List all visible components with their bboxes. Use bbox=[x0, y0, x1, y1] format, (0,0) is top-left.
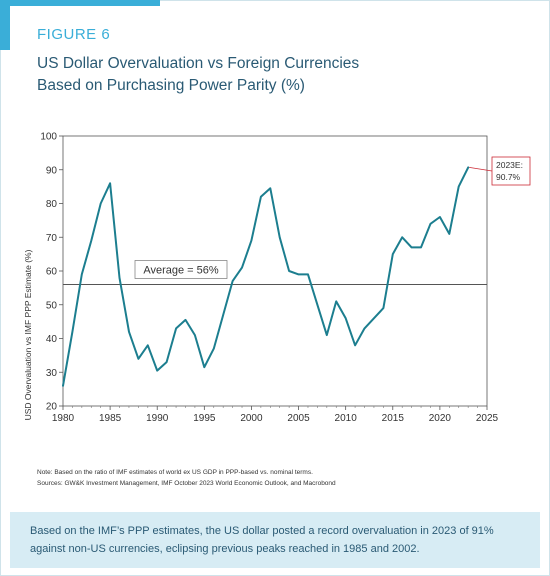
data-point bbox=[269, 187, 271, 189]
x-tick-label: 1985 bbox=[99, 413, 122, 424]
y-axis-ticks: 20 30 40 50 60 70 80 90 100 bbox=[40, 132, 63, 413]
y-tick-label: 90 bbox=[46, 165, 58, 176]
y-tick-label: 80 bbox=[46, 199, 58, 210]
data-point bbox=[373, 317, 375, 319]
y-tick-label: 50 bbox=[46, 300, 58, 311]
data-point bbox=[128, 331, 130, 333]
data-point bbox=[307, 273, 309, 275]
data-point bbox=[335, 300, 337, 302]
data-point bbox=[279, 236, 281, 238]
annotation-group: 2023E: 90.7% bbox=[469, 156, 531, 186]
data-point bbox=[288, 270, 290, 272]
data-point bbox=[260, 196, 262, 198]
data-point bbox=[232, 280, 234, 282]
accent-bar-top bbox=[0, 0, 160, 6]
data-point bbox=[203, 366, 205, 368]
average-reference-line: Average = 56% bbox=[63, 260, 487, 285]
data-point bbox=[392, 253, 394, 255]
chart-axes bbox=[62, 135, 488, 407]
annotation-line2: 90.7% bbox=[496, 172, 521, 182]
x-tick-label: 1980 bbox=[52, 413, 75, 424]
data-point bbox=[175, 327, 177, 329]
sources-line: Sources: GW&K Investment Management, IMF… bbox=[37, 480, 336, 487]
plot-frame bbox=[62, 135, 488, 407]
x-tick-label: 2005 bbox=[287, 413, 310, 424]
chart-title-line1: US Dollar Overvaluation vs Foreign Curre… bbox=[37, 55, 360, 72]
annotation-box bbox=[491, 156, 531, 186]
data-point bbox=[119, 277, 121, 279]
data-point bbox=[439, 216, 441, 218]
y-tick-label: 70 bbox=[46, 233, 58, 244]
note-line: Note: Based on the ratio of IMF estimate… bbox=[37, 469, 313, 476]
data-point bbox=[354, 344, 356, 346]
average-label-box bbox=[134, 260, 228, 279]
data-point bbox=[90, 240, 92, 242]
data-point bbox=[326, 334, 328, 336]
data-point bbox=[222, 314, 224, 316]
average-label: Average = 56% bbox=[143, 265, 219, 277]
data-point bbox=[137, 358, 139, 360]
data-point bbox=[298, 273, 300, 275]
x-tick-label: 1995 bbox=[193, 413, 216, 424]
annotation-line1: 2023E: bbox=[496, 160, 523, 170]
data-point bbox=[194, 334, 196, 336]
annotation-leader bbox=[469, 167, 493, 172]
data-point bbox=[364, 327, 366, 329]
data-point bbox=[458, 186, 460, 188]
summary-box: Based on the IMF’s PPP estimates, the US… bbox=[10, 512, 540, 568]
data-point bbox=[429, 223, 431, 225]
x-tick-label: 2010 bbox=[335, 413, 358, 424]
data-point bbox=[213, 348, 215, 350]
y-tick-label: 60 bbox=[46, 267, 58, 278]
accent-bar-left bbox=[0, 0, 10, 50]
x-axis-ticks: 1980 1985 1990 1995 2000 2005 2010 2015 2020 2025 bbox=[52, 406, 499, 424]
x-tick-label: 2015 bbox=[382, 413, 405, 424]
data-point bbox=[250, 240, 252, 242]
series-path bbox=[62, 166, 470, 387]
chart-title: US Dollar Overvaluation vs Foreign Curre… bbox=[37, 53, 359, 97]
data-point bbox=[241, 267, 243, 269]
data-point bbox=[448, 233, 450, 235]
data-point bbox=[420, 246, 422, 248]
y-tick-label: 20 bbox=[46, 402, 58, 413]
data-point bbox=[71, 331, 73, 333]
series-line bbox=[62, 166, 470, 387]
data-point bbox=[81, 273, 83, 275]
y-axis-label: USD Overvaluation vs IMF PPP Estimate (%… bbox=[23, 249, 33, 420]
data-point bbox=[100, 203, 102, 205]
data-point bbox=[62, 385, 64, 387]
line-chart: 20 30 40 50 60 70 80 90 100 1980 1985 1990 1995 2000… bbox=[23, 132, 531, 424]
data-point bbox=[316, 304, 318, 306]
data-point bbox=[147, 344, 149, 346]
data-point bbox=[467, 166, 469, 168]
x-tick-label: 2000 bbox=[240, 413, 263, 424]
data-point bbox=[411, 246, 413, 248]
data-point bbox=[166, 361, 168, 363]
x-tick-label: 1990 bbox=[146, 413, 169, 424]
data-point bbox=[382, 307, 384, 309]
data-point bbox=[156, 370, 158, 372]
summary-text: Based on the IMF’s PPP estimates, the US… bbox=[30, 525, 494, 555]
x-tick-label: 2025 bbox=[476, 413, 499, 424]
chart-title-line2: Based on Purchasing Power Parity (%) bbox=[37, 77, 305, 94]
data-point bbox=[109, 182, 111, 184]
figure-label: FIGURE 6 bbox=[37, 26, 111, 43]
data-point bbox=[345, 317, 347, 319]
y-tick-label: 40 bbox=[46, 334, 58, 345]
data-point bbox=[184, 319, 186, 321]
x-tick-label: 2020 bbox=[429, 413, 452, 424]
chart-note: Note: Based on the ratio of IMF estimate… bbox=[37, 467, 336, 489]
data-point bbox=[401, 236, 403, 238]
y-tick-label: 100 bbox=[40, 132, 57, 143]
y-tick-label: 30 bbox=[46, 368, 58, 379]
